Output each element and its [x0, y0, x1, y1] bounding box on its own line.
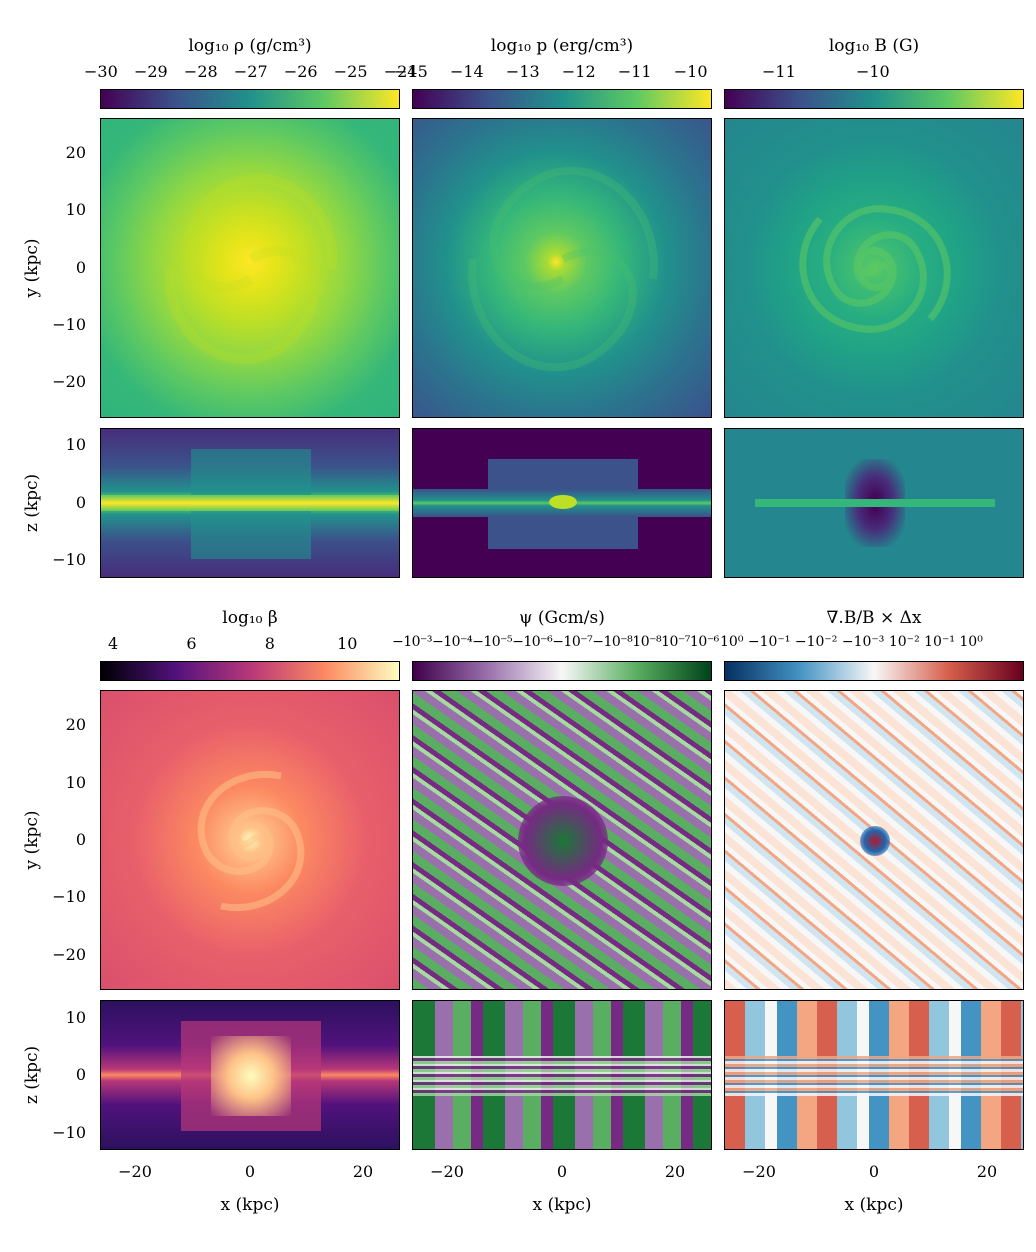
z-tick-label: −10 — [52, 550, 86, 569]
y-tick-label: 10 — [65, 773, 86, 792]
tick-label: 4 — [108, 634, 119, 653]
z-tick-label: −10 — [52, 1123, 86, 1142]
beta-colorbar-title: log₁₀ β — [222, 608, 278, 628]
psi-colorbar — [412, 661, 712, 681]
pressure-colorbar-title: log₁₀ p (erg/cm³) — [490, 36, 634, 56]
tick-label: −28 — [183, 62, 218, 81]
tick-label: 10 — [337, 634, 358, 653]
x-tick-label: 20 — [976, 1162, 998, 1181]
bfield-colorbar — [724, 89, 1024, 109]
x-axis-label: x (kpc) — [844, 1195, 904, 1215]
tick-label: −11 — [617, 62, 652, 81]
bfield-edgeon-hourglass-top — [845, 459, 905, 499]
z-tick-label: 0 — [75, 493, 86, 512]
x-tick-label: −20 — [430, 1162, 464, 1181]
psi-edgeon-panel — [412, 1000, 712, 1150]
density-edgeon-panel — [100, 428, 400, 578]
x-axis-label: x (kpc) — [220, 1195, 280, 1215]
pressure-spiral-texture — [468, 166, 658, 372]
divb-edgeon-panel — [724, 1000, 1024, 1150]
tick-label: −24 — [383, 62, 418, 81]
z-tick-label: 10 — [65, 435, 86, 454]
y-tick-label: −20 — [52, 372, 86, 391]
pressure-edgeon-panel — [412, 428, 712, 578]
bfield-colorbar-title: log₁₀ B (G) — [828, 36, 920, 56]
tick-label: −10 — [673, 62, 708, 81]
y-tick-label: −20 — [52, 945, 86, 964]
z-tick-label: 10 — [65, 1008, 86, 1027]
x-tick-label: −20 — [742, 1162, 776, 1181]
y-axis-label-bottom: y (kpc) — [22, 810, 42, 870]
tick-label: −12 — [561, 62, 596, 81]
x-tick-label: 0 — [244, 1162, 256, 1181]
tick-label: −11 — [762, 62, 796, 81]
bfield-spiral-texture — [799, 205, 951, 333]
psi-faceon-core — [518, 796, 608, 886]
beta-colorbar — [100, 661, 400, 681]
beta-faceon-panel — [100, 690, 400, 990]
psi-edgeon-disk — [413, 1056, 711, 1096]
psi-colorbar-ticks: −10⁻³−10⁻⁴−10⁻⁵−10⁻⁶−10⁻⁷−10⁻⁸10⁻⁸10⁻⁷10… — [392, 634, 722, 650]
density-colorbar-title: log₁₀ ρ (g/cm³) — [188, 36, 312, 56]
beta-spiral-texture — [197, 771, 305, 911]
y-tick-label: 0 — [75, 830, 86, 849]
y-tick-label: 20 — [65, 143, 86, 162]
tick-label: −15 — [394, 62, 428, 81]
x-tick-label: −20 — [118, 1162, 152, 1181]
tick-label: 8 — [264, 634, 275, 653]
divb-edgeon-disk — [725, 1056, 1023, 1096]
psi-colorbar-title: ψ (Gcm/s) — [519, 608, 605, 628]
y-axis-label-top: y (kpc) — [22, 238, 42, 298]
bfield-edgeon-hourglass-bottom — [845, 507, 905, 547]
beta-edgeon-core — [211, 1036, 291, 1116]
y-tick-label: −10 — [52, 887, 86, 906]
beta-colorbar-ticks: 4 6 8 10 — [108, 634, 408, 653]
pressure-colorbar-ticks: −15 −14 −13 −12 −11 −10 — [394, 62, 708, 81]
pressure-edgeon-core — [549, 495, 577, 509]
tick-label: −13 — [505, 62, 540, 81]
x-tick-label: 0 — [868, 1162, 880, 1181]
divb-faceon-panel — [724, 690, 1024, 990]
divb-colorbar-ticks: 10⁰ −10⁻¹ −10⁻² −10⁻³ 10⁻² 10⁻¹ 10⁰ — [720, 634, 983, 650]
bfield-edgeon-disk — [755, 499, 995, 507]
z-axis-label-top: z (kpc) — [22, 473, 42, 533]
density-colorbar-ticks: −30 −29 −28 −27 −26 −25 −24 — [84, 62, 417, 81]
tick-label: −27 — [233, 62, 268, 81]
psi-faceon-panel — [412, 690, 712, 990]
density-faceon-panel — [100, 118, 400, 418]
divb-colorbar — [724, 661, 1024, 681]
x-tick-label: 20 — [664, 1162, 686, 1181]
tick-label: −10 — [855, 62, 890, 81]
x-axis-label: x (kpc) — [532, 1195, 592, 1215]
tick-label: −26 — [283, 62, 318, 81]
x-tick-label: 20 — [352, 1162, 374, 1181]
pressure-faceon-panel — [412, 118, 712, 418]
bfield-edgeon-panel — [724, 428, 1024, 578]
y-tick-label: 10 — [65, 200, 86, 219]
y-tick-label: 0 — [75, 258, 86, 277]
density-spiral-texture — [165, 173, 337, 365]
tick-label: −29 — [133, 62, 168, 81]
beta-edgeon-panel — [100, 1000, 400, 1150]
tick-label: −14 — [449, 62, 484, 81]
z-axis-label-bottom: z (kpc) — [22, 1045, 42, 1105]
divb-colorbar-title: ∇.B/B × Δx — [826, 608, 922, 628]
tick-label: −30 — [84, 62, 118, 81]
bfield-faceon-panel — [724, 118, 1024, 418]
pressure-colorbar — [412, 89, 712, 109]
density-edgeon-disk — [101, 495, 399, 511]
tick-label: 6 — [186, 634, 197, 653]
z-tick-label: 0 — [75, 1065, 86, 1084]
x-tick-label: 0 — [556, 1162, 568, 1181]
y-tick-label: −10 — [52, 315, 86, 334]
divb-faceon-core — [860, 826, 890, 856]
tick-label: −25 — [333, 62, 368, 81]
density-colorbar — [100, 89, 400, 109]
bfield-colorbar-ticks: −11 −10 — [762, 62, 962, 81]
y-tick-label: 20 — [65, 715, 86, 734]
